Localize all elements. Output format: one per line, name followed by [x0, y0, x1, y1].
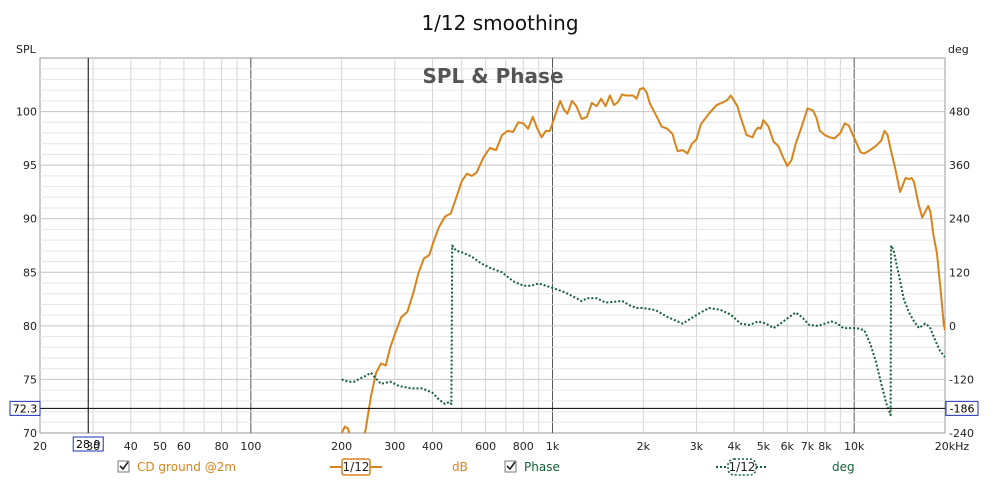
legend-smoothing-label: 1/12 [343, 460, 370, 474]
y2-tick-label: -120 [949, 373, 974, 386]
y-tick-label: 85 [23, 266, 37, 279]
checkmark-icon [506, 461, 516, 471]
x-tick-label: 400 [422, 440, 443, 453]
y-tick-label: 90 [23, 213, 37, 226]
y-tick-label: 70 [23, 427, 37, 440]
series-group [340, 87, 945, 433]
legend-checkbox [504, 460, 517, 473]
x-tick-label: 7k [801, 440, 815, 453]
x-tick-label: 3k [690, 440, 704, 453]
x-tick-label: 300 [384, 440, 405, 453]
cursor-y-readout: 72.3 [13, 402, 38, 415]
plot-area[interactable] [39, 57, 946, 434]
checkmark-icon [119, 461, 129, 471]
grid-lines [40, 58, 945, 433]
y-tick-label: 75 [23, 373, 37, 386]
x-tick-label: 50 [153, 440, 167, 453]
legend-smoothing-label: 1/12 [729, 460, 756, 474]
x-tick-label: 40 [124, 440, 138, 453]
x-tick-label: 8k [818, 440, 832, 453]
x-tick-label: 100 [240, 440, 261, 453]
legend-unit: dB [452, 460, 468, 474]
y-tick-label: 95 [23, 159, 37, 172]
x-tick-label: 2k [637, 440, 651, 453]
legend-label: CD ground @2m [137, 460, 236, 474]
x-tick-label: 6k [781, 440, 795, 453]
y-tick-label: 100 [16, 106, 37, 119]
y2-tick-label: -240 [949, 427, 974, 440]
y-tick-label: 80 [23, 320, 37, 333]
legend-label: Phase [524, 460, 560, 474]
y2-tick-label: 240 [949, 213, 970, 226]
x-tick-label: 60 [177, 440, 191, 453]
x-tick-label: 5k [757, 440, 771, 453]
y2-tick-label: 0 [949, 320, 956, 333]
chart-subtitle: SPL & Phase [422, 64, 563, 88]
spl-series-line [340, 87, 945, 433]
cursor-y-readout-box [9, 400, 41, 416]
legend-smoothing-box [727, 458, 757, 476]
x-tick-label: 20kHz [935, 440, 970, 453]
y-axis-label: SPL [16, 43, 37, 56]
y2-axis-label: deg [948, 43, 969, 56]
x-tick-label: 80 [215, 440, 229, 453]
x-tick-label: 30 [86, 440, 100, 453]
cursor-y2-readout-box [945, 400, 979, 416]
legend: CD ground @2m 1/12 dB Phase 1/12 deg [117, 458, 855, 476]
x-tick-label: 4k [727, 440, 741, 453]
cursor-y2-readout: -186 [950, 402, 975, 415]
cursor-x-readout: 28.9 [76, 438, 101, 451]
chart-title: 1/12 smoothing [421, 11, 578, 35]
y2-tick-label: 120 [949, 266, 970, 279]
x-tick-label: 800 [513, 440, 534, 453]
x-tick-label: 600 [475, 440, 496, 453]
y2-tick-label: 480 [949, 106, 970, 119]
cursor-lines[interactable]: 72.3 -186 28.9 [9, 58, 979, 452]
cursor-x-readout-box [72, 436, 104, 452]
x-tick-label: 20 [33, 440, 47, 453]
x-tick-label: 10k [844, 440, 865, 453]
x-tick-label: 200 [331, 440, 352, 453]
legend-unit: deg [832, 460, 855, 474]
phase-series-line [341, 244, 945, 417]
y2-tick-label: 360 [949, 159, 970, 172]
x-tick-label: 1k [546, 440, 560, 453]
legend-smoothing-box [341, 458, 371, 476]
tick-labels: 20 30 40 50 60 80 100 200 300 400 600 800 1k 2k 3k 4k 5k… [16, 106, 974, 453]
legend-checkbox [117, 460, 130, 473]
